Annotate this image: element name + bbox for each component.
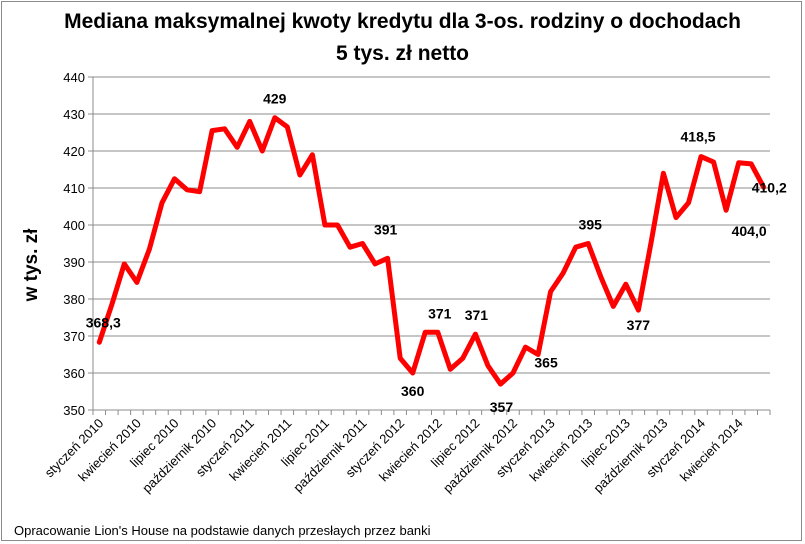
data-label: 404,0 <box>732 223 767 239</box>
y-tick-label: 430 <box>63 107 85 122</box>
chart-subtitle: 5 tys. zł netto <box>335 42 470 65</box>
series-line <box>96 115 767 387</box>
data-label: 368,3 <box>86 314 121 330</box>
axes <box>88 76 771 415</box>
y-tick-label: 420 <box>63 144 85 159</box>
y-tick-label: 350 <box>63 403 85 418</box>
data-label: 357 <box>490 399 514 415</box>
y-tick-label: 440 <box>63 70 85 85</box>
y-tick-label: 390 <box>63 255 85 270</box>
y-tick-label: 370 <box>63 329 85 344</box>
data-label: 377 <box>627 317 651 333</box>
source-note: Opracowanie Lion's House na podstawie da… <box>14 523 431 538</box>
data-label: 365 <box>534 355 558 371</box>
data-label: 360 <box>401 383 425 399</box>
y-tick-label: 410 <box>63 181 85 196</box>
data-label: 395 <box>579 217 603 233</box>
y-tick-label: 400 <box>63 218 85 233</box>
data-label: 418,5 <box>681 129 716 145</box>
data-label: 410,2 <box>752 179 787 195</box>
y-tick-label: 360 <box>63 366 85 381</box>
data-label: 371 <box>465 307 489 323</box>
data-label: 429 <box>263 91 287 107</box>
data-label: 371 <box>428 305 452 321</box>
series-line-group <box>96 115 767 387</box>
chart-title: Mediana maksymalnej kwoty kredytu dla 3-… <box>64 10 741 33</box>
y-tick-label: 380 <box>63 292 85 307</box>
data-label: 391 <box>374 221 398 237</box>
data-labels: 368,3 429 391 360 371 371 357 365 395 377 418,5 404… <box>86 91 787 415</box>
y-tick-labels: 350 360 370 380 390 400 410 420 430 440 <box>63 70 85 418</box>
gridlines <box>93 76 770 374</box>
